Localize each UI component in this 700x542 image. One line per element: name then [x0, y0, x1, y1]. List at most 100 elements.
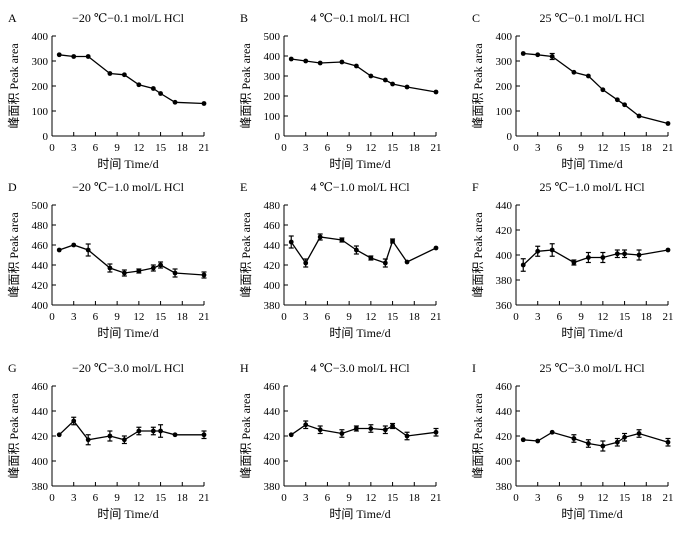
panel-e-y-axis-title: 峰面积 Peak area [239, 212, 253, 298]
panel-d-y-tick-label: 420 [32, 280, 49, 292]
panel-d-x-tick-label: 9 [114, 311, 120, 323]
panel-a-letter: A [8, 11, 17, 25]
panel-d-data-point [136, 268, 142, 274]
panel-i-x-tick-label: 9 [578, 492, 584, 504]
panel-g-data-point [71, 418, 77, 424]
panel-f-data-point [622, 251, 627, 257]
panel-i-y-tick-label: 420 [496, 431, 513, 443]
panel-b-y-tick-label: 400 [264, 51, 281, 63]
panel-a-y-axis-title: 峰面积 Peak area [7, 43, 21, 129]
panel-a-data-point [85, 54, 91, 59]
panel-d-x-tick-label: 0 [49, 311, 55, 323]
panel-f-series-line [522, 249, 669, 266]
panel-d-data-point [85, 247, 91, 253]
panel-c-x-tick-label: 9 [578, 142, 584, 154]
panel-i-x-tick-label: 15 [619, 492, 631, 504]
panel-i-x-tick-label: 21 [663, 492, 674, 504]
panel-f-x-tick-label: 15 [619, 311, 631, 323]
panel-c-title: 25 ℃−0.1 mol/L HCl [539, 11, 645, 25]
panel-b-title: 4 ℃−0.1 mol/L HCl [310, 11, 410, 25]
panel-a-y-tick-label: 300 [32, 56, 49, 68]
panel-e-series-line [290, 236, 437, 265]
panel-c-x-axis-title: 时间 Time/d [561, 157, 622, 171]
panel-f-data-point [636, 252, 642, 258]
panel-a-x-tick-label: 3 [71, 142, 77, 154]
panel-g-data-point [85, 437, 91, 443]
panel-e-y-tick-label: 460 [264, 220, 281, 232]
panel-g-x-tick-label: 0 [49, 492, 55, 504]
panel-d-data-point [201, 272, 207, 278]
panel-d-data-point [150, 265, 156, 271]
panel-d-x-tick-label: 15 [155, 311, 167, 323]
panel-c-y-tick-label: 400 [496, 31, 513, 43]
panel-e-x-tick-label: 6 [325, 311, 331, 323]
panel-g-y-tick-label: 400 [32, 456, 49, 468]
panel-i-data-point [520, 437, 526, 443]
panel-g-y-tick-label: 460 [32, 381, 49, 393]
panel-g-x-tick-label: 21 [199, 492, 210, 504]
panel-c-data-point [665, 121, 671, 126]
panel-h-data-point [433, 429, 439, 435]
panel-c-x-tick-label: 6 [557, 142, 563, 154]
panel-e-data-point [433, 245, 439, 251]
panel-d-data-point [56, 247, 62, 253]
panel-g-data-point [201, 432, 207, 438]
panel-i-data-point [535, 438, 541, 444]
panel-e-letter: E [240, 180, 247, 194]
panel-a-x-tick-label: 18 [177, 142, 189, 154]
panel-c-y-tick-label: 200 [496, 81, 513, 93]
panel-e-data-point [382, 260, 388, 266]
panel-a-x-tick-label: 0 [49, 142, 55, 154]
panel-f-data-point [665, 247, 671, 253]
panel-c-y-tick-label: 0 [507, 131, 513, 143]
panel-a-data-point [150, 86, 156, 91]
panel-a-y-tick-label: 0 [43, 131, 49, 143]
panel-i-y-axis-title: 峰面积 Peak area [471, 393, 485, 479]
panel-f-letter: F [472, 180, 479, 194]
panel-d-series-line [58, 244, 205, 276]
panel-i-x-axis-title: 时间 Time/d [561, 507, 622, 521]
panel-c-x-tick-label: 3 [535, 142, 541, 154]
panel-g-y-axis-title: 峰面积 Peak area [7, 393, 21, 479]
panel-i-x-tick-label: 6 [557, 492, 563, 504]
panel-a-data-point [71, 54, 77, 59]
panel-f-x-tick-label: 18 [641, 311, 653, 323]
panel-e-data-point [317, 234, 323, 240]
panel-h-data-point [390, 423, 395, 429]
panel-g-x-tick-label: 12 [133, 492, 144, 504]
panel-b-x-tick-label: 15 [387, 142, 399, 154]
panel-g-letter: G [8, 361, 17, 375]
panel-b-data-point [390, 81, 395, 87]
panel-d-data-point [107, 265, 113, 271]
panel-i-y-tick-label: 380 [496, 481, 513, 493]
panel-i-y-tick-label: 400 [496, 456, 513, 468]
panel-b-x-axis-title: 时间 Time/d [329, 157, 390, 171]
panel-b-data-point [382, 77, 388, 83]
panel-b-data-point [288, 56, 294, 62]
panel-d-letter: D [8, 180, 17, 194]
panel-i-y-tick-label: 440 [496, 406, 513, 418]
panel-c-data-point [571, 69, 577, 75]
panel-f-data-point [549, 247, 555, 253]
panel-d-y-tick-label: 440 [32, 260, 49, 272]
panel-h-x-tick-label: 15 [387, 492, 399, 504]
panel-i-x-tick-label: 0 [513, 492, 519, 504]
panel-c-y-tick-label: 100 [496, 106, 513, 118]
panel-a-x-tick-label: 21 [199, 142, 210, 154]
panel-f-y-tick-label: 380 [496, 275, 513, 287]
panel-g-series-line [58, 420, 204, 441]
panel-i-y-tick-label: 460 [496, 381, 513, 393]
panel-b-data-point [353, 63, 359, 69]
panel-b-x-tick-label: 9 [346, 142, 352, 154]
panel-e-y-tick-label: 400 [264, 280, 281, 292]
panel-g-y-tick-label: 440 [32, 406, 49, 418]
panel-c-x-tick-label: 21 [663, 142, 674, 154]
panel-c-series-line [523, 52, 669, 125]
panel-a-data-point [56, 52, 62, 58]
panel-h-x-tick-label: 18 [409, 492, 421, 504]
panel-a-x-tick-label: 6 [93, 142, 99, 154]
panel-g-data-point [56, 432, 62, 438]
panel-e-y-tick-label: 420 [264, 260, 281, 272]
panel-d-data-point [172, 270, 178, 276]
panel-f-x-tick-label: 21 [663, 311, 674, 323]
